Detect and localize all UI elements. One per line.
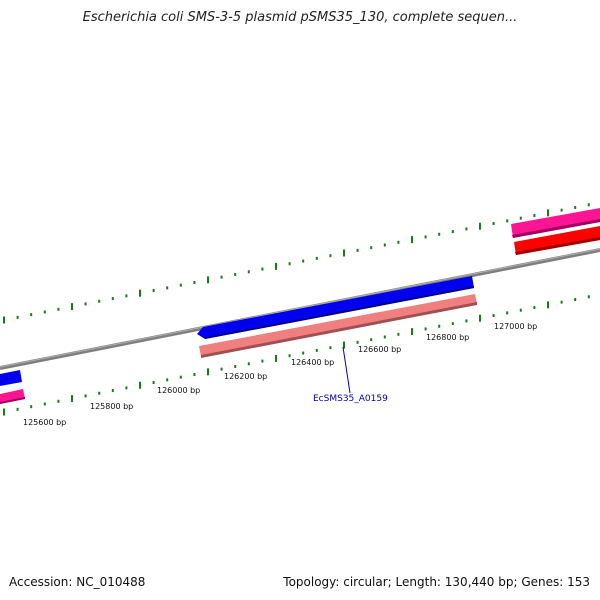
gene-ecsms35-a0159-cds[interactable] xyxy=(197,276,474,339)
gene-right-pink[interactable] xyxy=(511,208,600,238)
scale-label: 126800 bp xyxy=(426,333,469,342)
gene-right-red[interactable] xyxy=(514,226,600,255)
accession-text: Accession: NC_010488 xyxy=(9,575,146,589)
map-title: Escherichia coli SMS-3-5 plasmid pSMS35_… xyxy=(82,10,518,25)
lower-tick-track xyxy=(3,295,590,416)
scale-label: 126400 bp xyxy=(291,358,334,367)
scale-label: 126600 bp xyxy=(358,345,401,354)
gene-label-leader xyxy=(342,346,351,394)
gene-label-ecsms35-a0159[interactable]: EcSMS35_A0159 xyxy=(313,394,388,404)
upper-tick-track xyxy=(3,203,590,324)
gene-left-blue[interactable] xyxy=(0,370,22,386)
scale-label: 125600 bp xyxy=(23,418,66,427)
scale-label: 126200 bp xyxy=(224,372,267,381)
scale-label: 125800 bp xyxy=(90,402,133,411)
sequence-summary: Topology: circular; Length: 130,440 bp; … xyxy=(283,575,590,589)
scale-label: 127000 bp xyxy=(494,322,537,331)
scale-label: 126000 bp xyxy=(157,386,200,395)
gene-ecsms35-a0159-translation[interactable] xyxy=(199,294,477,357)
